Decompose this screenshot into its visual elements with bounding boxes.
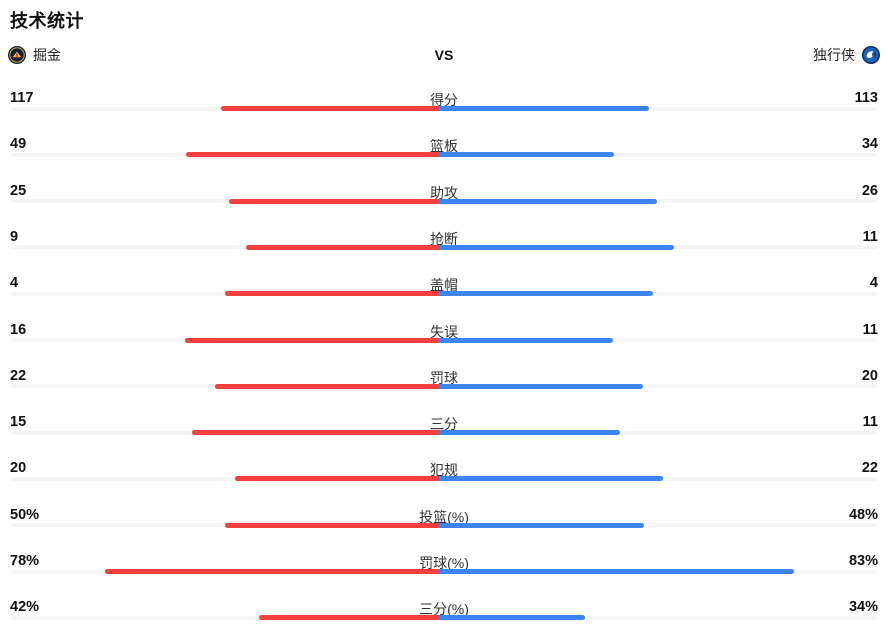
stat-row: 22 罚球 20 xyxy=(0,0,888,389)
home-value: 20 xyxy=(10,460,27,477)
stat-row: 78% 罚球(%) 83% xyxy=(0,0,888,574)
away-team: 独行侠 xyxy=(813,45,880,65)
away-value: 83% xyxy=(848,553,878,569)
away-bar xyxy=(439,337,614,343)
stat-label: 罚球(%) xyxy=(419,555,469,571)
stat-label: 三分 xyxy=(430,416,458,433)
away-value: 20 xyxy=(861,367,878,384)
away-bar xyxy=(439,291,653,297)
away-bar xyxy=(439,615,585,621)
away-value: 48% xyxy=(848,506,878,523)
home-bar xyxy=(185,337,439,343)
stat-label: 盖帽 xyxy=(430,277,458,294)
stat-label: 投篮(%) xyxy=(419,508,469,525)
away-value: 26 xyxy=(861,182,878,199)
home-value: 78% xyxy=(10,553,40,569)
home-team: 掘金 xyxy=(8,45,61,65)
away-bar xyxy=(439,152,615,158)
home-value: 15 xyxy=(10,414,27,431)
stat-label: 三分(%) xyxy=(419,601,469,618)
teams-header: 掘金 VS 独行侠 xyxy=(0,45,888,65)
away-value: 4 xyxy=(869,275,878,292)
home-value: 42% xyxy=(10,599,40,616)
stat-label: 助攻 xyxy=(430,184,458,201)
away-bar xyxy=(439,383,643,389)
stat-row: 50% 投篮(%) 48% xyxy=(0,0,888,528)
stat-row: 20 犯规 22 xyxy=(0,0,888,482)
home-value: 16 xyxy=(10,321,27,338)
away-bar xyxy=(439,244,675,250)
stat-label: 篮板 xyxy=(430,138,458,155)
away-bar xyxy=(439,569,795,574)
nuggets-logo-icon xyxy=(8,46,26,64)
away-value: 34 xyxy=(861,136,878,153)
home-bar xyxy=(259,615,439,621)
mavericks-logo-icon xyxy=(862,46,880,64)
home-value: 50% xyxy=(10,506,40,523)
stat-row: 49 篮板 34 xyxy=(0,0,888,158)
home-value: 25 xyxy=(10,182,27,199)
away-bar xyxy=(439,430,621,436)
home-bar xyxy=(229,198,439,204)
stat-label: 罚球 xyxy=(430,369,458,386)
away-bar xyxy=(439,198,658,204)
home-value: 9 xyxy=(10,228,19,245)
page-title: 技术统计 xyxy=(10,11,84,31)
home-bar xyxy=(246,244,439,250)
away-bar xyxy=(439,522,645,528)
home-bar xyxy=(192,430,439,436)
away-value: 113 xyxy=(854,90,878,106)
home-value: 4 xyxy=(10,275,19,292)
stat-row: 117 得分 113 xyxy=(0,0,888,111)
stat-row: 15 三分 11 xyxy=(0,0,888,436)
home-bar xyxy=(214,383,439,389)
stat-label: 犯规 xyxy=(430,462,458,479)
away-team-name: 独行侠 xyxy=(813,47,855,63)
away-value: 11 xyxy=(862,321,878,338)
stat-row: 4 盖帽 4 xyxy=(0,0,888,297)
home-bar xyxy=(221,106,439,111)
stat-label: 抢断 xyxy=(430,230,458,247)
home-bar xyxy=(105,569,439,574)
stat-label: 得分 xyxy=(430,92,458,108)
stat-row: 16 失误 11 xyxy=(0,0,888,343)
away-value: 11 xyxy=(862,414,878,431)
away-value: 34% xyxy=(848,599,878,616)
home-bar xyxy=(186,152,439,158)
away-value: 22 xyxy=(861,460,878,477)
home-value: 22 xyxy=(10,367,27,384)
home-team-name: 掘金 xyxy=(33,47,61,63)
vs-label: VS xyxy=(434,47,454,63)
home-value: 117 xyxy=(10,90,34,106)
away-value: 11 xyxy=(862,228,878,245)
home-bar xyxy=(225,291,439,297)
away-bar xyxy=(439,476,664,482)
stat-row: 9 抢断 11 xyxy=(0,0,888,250)
home-value: 49 xyxy=(10,136,27,153)
stat-label: 失误 xyxy=(430,323,458,340)
stat-row: 25 助攻 26 xyxy=(0,0,888,204)
away-bar xyxy=(439,106,650,111)
home-bar xyxy=(225,522,439,528)
home-bar xyxy=(235,476,439,482)
